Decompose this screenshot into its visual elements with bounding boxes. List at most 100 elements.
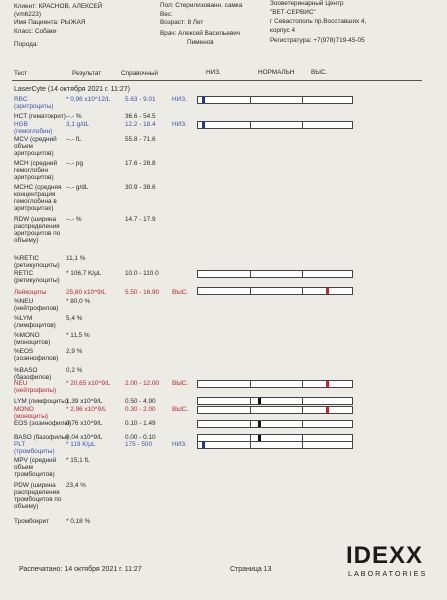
test-name: %EOS: [14, 348, 34, 355]
test-name-sub: (базофилов): [14, 374, 52, 381]
range-bar-divider: [250, 420, 251, 428]
test-name-sub: объем: [14, 464, 33, 471]
test-result: --.- fL: [66, 136, 82, 143]
test-name: NEU: [14, 380, 28, 387]
test-result: 23,4 %: [66, 482, 86, 489]
test-reference: 0.10 - 1.49: [125, 420, 156, 427]
test-name: %NEU: [14, 298, 34, 305]
test-name-sub: гемоглобина в: [14, 198, 57, 205]
range-bar-divider: [250, 121, 251, 129]
doctor-name: Врач: Алексей Васильевич: [160, 30, 241, 37]
page-number: Страница 13: [230, 566, 272, 573]
test-name: HGB: [14, 121, 28, 128]
col-test: Тест: [14, 70, 28, 77]
range-marker: [326, 381, 329, 387]
test-name: HCT (гематокрит): [14, 113, 66, 120]
test-result: * 80,0 %: [66, 298, 91, 305]
test-result: * 0,18 %: [66, 518, 91, 525]
idexx-logo: IDEXX: [346, 542, 424, 569]
range-marker: [258, 398, 261, 404]
test-result: * 11,5 %: [66, 332, 90, 339]
range-bar: [197, 96, 353, 104]
test-reference: 55.8 - 71.6: [125, 136, 156, 143]
test-reference: 5.50 - 16.90: [125, 289, 160, 296]
idexx-logo-sub: LABORATORIES: [348, 569, 428, 578]
header-divider: [12, 80, 422, 81]
col-normal: НОРМАЛЬН: [258, 69, 295, 76]
range-marker: [202, 442, 205, 448]
test-name: MCH (средний: [14, 160, 58, 167]
range-bar-divider: [302, 441, 303, 449]
test-name-sub: эритроцитах): [14, 205, 54, 212]
col-low: НИЗ.: [206, 69, 221, 76]
test-result: * 20,65 x10^9/L: [66, 380, 111, 387]
test-name: EOS (эозинофилы): [14, 420, 72, 427]
range-bar: [197, 270, 353, 278]
range-bar: [197, 121, 353, 129]
test-reference: 10.0 - 110.0: [125, 270, 159, 277]
test-result: 11,1 %: [66, 255, 86, 262]
test-result: 0,2 %: [66, 367, 83, 374]
section-title: LaserCyte (14 октября 2021 г. 11:27): [14, 86, 130, 93]
test-reference: 2.00 - 12.00: [125, 380, 160, 387]
test-result: * 2,96 x10^9/L: [66, 406, 107, 413]
range-bar-divider: [302, 397, 303, 405]
range-bar: [197, 380, 353, 388]
test-reference: 36.6 - 54.5: [125, 113, 156, 120]
test-name: PLT: [14, 441, 26, 448]
range-marker: [202, 122, 205, 128]
range-bar-divider: [302, 121, 303, 129]
test-name-sub: эритроцитов): [14, 150, 54, 157]
client-id: (vm6223): [14, 11, 41, 18]
test-result: --.- %: [66, 113, 82, 120]
test-name-sub: (эозинофилов): [14, 355, 59, 362]
range-marker: [326, 407, 329, 413]
range-bar-divider: [302, 380, 303, 388]
range-bar-divider: [250, 287, 251, 295]
test-name: PDW (ширина: [14, 482, 56, 489]
test-flag: НИЗ.: [172, 96, 187, 103]
test-result: 25,80 x10^9/L: [66, 289, 106, 296]
test-name-sub: (гемоглобин): [14, 128, 53, 135]
range-bar-divider: [250, 96, 251, 104]
test-result: 1,39 x10^9/L: [66, 398, 103, 405]
test-result: * 106,7 K/μL: [66, 270, 102, 277]
range-bar: [197, 287, 353, 295]
patient-name: Имя Пациента: РЫЖАЯ: [14, 19, 86, 26]
test-name-sub: распределения: [14, 489, 60, 496]
test-result: --.- g/dL: [66, 184, 89, 191]
range-bar: [197, 420, 353, 428]
test-flag: НИЗ.: [172, 441, 187, 448]
test-name-sub: (тромбоциты): [14, 448, 55, 455]
test-name-sub: тромбоцитов по: [14, 496, 62, 503]
patient-age: Возраст: 8 Лет: [160, 19, 204, 26]
range-marker: [202, 97, 205, 103]
test-name: LYM (лимфоциты): [14, 398, 68, 405]
doctor-name-cont: Пименов: [187, 39, 214, 46]
range-bar: [197, 397, 353, 405]
range-bar-divider: [302, 420, 303, 428]
patient-breed: Порода:: [14, 41, 39, 48]
clinic-address: г Севастополь пр.Восставших 4,: [270, 18, 367, 25]
test-name-sub: (нейтрофилы): [14, 387, 57, 394]
test-name-sub: (моноцитов): [14, 339, 51, 346]
test-reference: 30.9 - 38.6: [125, 184, 156, 191]
range-bar-divider: [250, 406, 251, 414]
test-name: %MONO: [14, 332, 40, 339]
range-marker: [258, 421, 261, 427]
test-flag: ВЫС.: [172, 406, 189, 413]
clinic-name-cont: "ВЕТ-СЕРВИС": [270, 9, 316, 16]
test-reference: 175 - 500: [125, 441, 153, 448]
test-result: * 0,96 x10^12/L: [66, 96, 111, 103]
test-name: %RETIC: [14, 255, 39, 262]
patient-sex: Пол: Стерилизованн. самка: [160, 2, 243, 9]
range-bar-divider: [302, 434, 303, 442]
test-result: 2,9 %: [66, 348, 83, 355]
test-name: %BASO: [14, 367, 38, 374]
test-name-sub: (ретикулоциты): [14, 277, 60, 284]
range-bar: [197, 406, 353, 414]
test-reference: 0.30 - 2.00: [125, 406, 156, 413]
test-name: %LYM: [14, 315, 33, 322]
client-name: Клиент: КРАСНОВ, АЛЕКСЕЙ: [14, 3, 103, 10]
range-bar-divider: [250, 380, 251, 388]
